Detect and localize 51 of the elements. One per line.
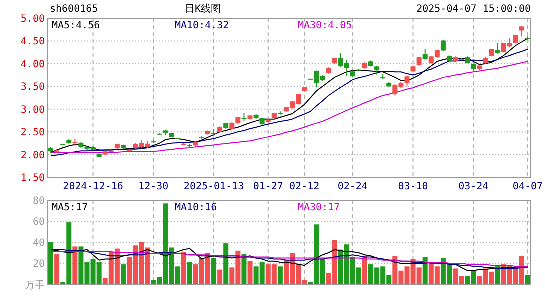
bar: [212, 258, 217, 284]
bar: [54, 254, 60, 284]
candlestick: [519, 26, 524, 38]
text: MA10:4.32: [175, 20, 230, 32]
x-tick-label: 2025-01-13: [184, 182, 244, 192]
bar: [181, 252, 186, 284]
y-tick-label: 20: [32, 259, 45, 270]
bar: [224, 244, 229, 284]
bar: [248, 261, 253, 284]
y-tick-label: 1.50: [20, 173, 45, 184]
candlestick: [495, 42, 500, 54]
chart-subtitle: 日K线图: [185, 3, 222, 15]
text: MA30:4.05: [298, 20, 352, 32]
bar: [218, 270, 223, 284]
y-tick-label: 3.50: [20, 82, 45, 94]
x-tick-label: 01-27: [253, 182, 284, 192]
x-tick-label: 03-24: [458, 182, 489, 192]
text: MA5:17: [52, 202, 88, 214]
x-tick-label: 03-10: [398, 182, 428, 192]
y-tick-label: 2.00: [20, 150, 45, 162]
bar: [362, 256, 368, 284]
x-tick-label: 04-07: [512, 182, 544, 192]
y-tick-label: 60: [32, 217, 45, 228]
bar: [422, 257, 428, 284]
candlestick: [416, 56, 422, 67]
bar: [72, 246, 78, 284]
text: MA10:16: [175, 202, 218, 214]
y-axis-title: 万手: [25, 280, 45, 292]
y-tick-label: 3.00: [20, 104, 45, 116]
y-tick-label: 80: [32, 196, 45, 207]
chart-title: sh600165: [50, 4, 98, 15]
bar: [242, 254, 247, 284]
y-tick-label: 4.50: [20, 36, 45, 48]
y-tick-label: 2.50: [20, 128, 45, 139]
text: MA30:17: [298, 202, 340, 214]
x-tick-label: 2024-12-16: [63, 182, 124, 192]
candlestick: [404, 75, 410, 88]
text: 2025-04-07 15:00:00: [416, 4, 531, 15]
bar: [278, 266, 283, 284]
bar: [525, 275, 530, 284]
y-tick-label: 40: [32, 238, 45, 249]
x-tick-label: 02-12: [290, 182, 320, 192]
bar: [120, 264, 126, 284]
y-tick-label: 5.00: [20, 14, 45, 25]
bar: [187, 262, 192, 284]
x-tick-label: 02-24: [338, 182, 368, 192]
y-tick-label: 4.00: [20, 59, 45, 70]
candlestick: [422, 48, 428, 60]
x-tick-label: 12-30: [138, 182, 169, 192]
bar: [48, 242, 54, 284]
text: MA5:4.56: [52, 20, 100, 32]
